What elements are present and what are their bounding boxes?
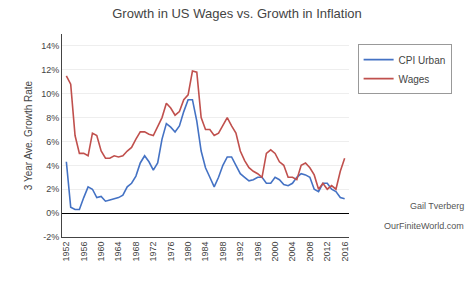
svg-text:1980: 1980 bbox=[183, 242, 193, 262]
svg-text:4%: 4% bbox=[46, 161, 59, 171]
svg-text:1992: 1992 bbox=[235, 242, 245, 262]
svg-text:1968: 1968 bbox=[131, 242, 141, 262]
svg-text:Gail Tverberg: Gail Tverberg bbox=[410, 201, 464, 211]
svg-text:1984: 1984 bbox=[200, 242, 210, 262]
svg-text:14%: 14% bbox=[41, 41, 59, 51]
svg-text:2012: 2012 bbox=[322, 242, 332, 262]
svg-text:2008: 2008 bbox=[305, 242, 315, 262]
svg-text:2%: 2% bbox=[46, 184, 59, 194]
svg-text:1960: 1960 bbox=[96, 242, 106, 262]
svg-text:2016: 2016 bbox=[340, 242, 350, 262]
svg-text:2000: 2000 bbox=[270, 242, 280, 262]
svg-text:2004: 2004 bbox=[287, 242, 297, 262]
svg-text:12%: 12% bbox=[41, 65, 59, 75]
svg-text:1956: 1956 bbox=[79, 242, 89, 262]
svg-text:1996: 1996 bbox=[253, 242, 263, 262]
svg-text:-2%: -2% bbox=[43, 232, 59, 242]
svg-text:0%: 0% bbox=[46, 208, 59, 218]
svg-text:3 Year Ave. Growth Rate: 3 Year Ave. Growth Rate bbox=[23, 80, 34, 190]
svg-text:8%: 8% bbox=[46, 113, 59, 123]
svg-text:10%: 10% bbox=[41, 89, 59, 99]
svg-text:1972: 1972 bbox=[148, 242, 158, 262]
svg-text:OurFiniteWorld.com: OurFiniteWorld.com bbox=[384, 221, 464, 231]
svg-text:1988: 1988 bbox=[218, 242, 228, 262]
svg-text:CPI Urban: CPI Urban bbox=[399, 55, 446, 66]
svg-text:Growth in US Wages vs. Growth: Growth in US Wages vs. Growth in Inflati… bbox=[112, 6, 362, 21]
svg-text:1976: 1976 bbox=[166, 242, 176, 262]
svg-text:1964: 1964 bbox=[113, 242, 123, 262]
svg-text:Wages: Wages bbox=[399, 74, 430, 85]
svg-text:6%: 6% bbox=[46, 137, 59, 147]
svg-text:1952: 1952 bbox=[61, 242, 71, 262]
